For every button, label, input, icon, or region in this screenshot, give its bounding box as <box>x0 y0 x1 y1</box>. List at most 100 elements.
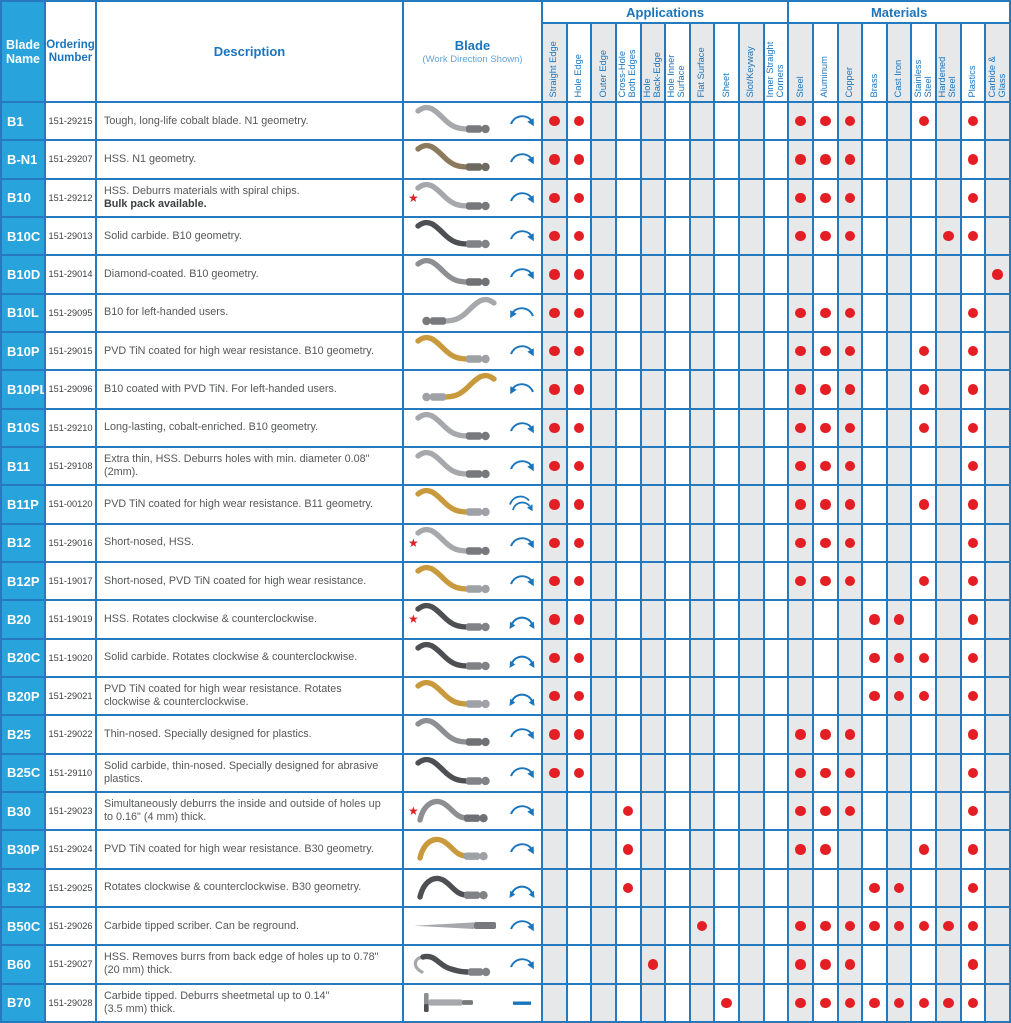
material-dot-cell <box>838 831 862 868</box>
rotation-cw-icon <box>510 115 534 127</box>
material-dot-cell <box>937 332 960 370</box>
material-dot-cell <box>912 409 936 446</box>
application-dot-cell <box>567 984 591 1021</box>
application-dot-cell <box>616 754 640 791</box>
blade-name-cell: B11P <box>2 486 44 523</box>
blade-name-cell: B50C <box>2 907 44 945</box>
dot-marker <box>967 997 979 1009</box>
description-cell: HSS. N1 geometry. <box>97 141 402 178</box>
dot-marker <box>869 690 880 702</box>
application-dot-cell <box>715 294 739 331</box>
mat-column-header: Steel <box>789 24 812 101</box>
dot-marker <box>967 230 979 242</box>
material-dot-cell <box>863 677 886 715</box>
mat-column-label: Brass <box>868 73 879 97</box>
application-dot-cell <box>641 792 665 830</box>
material-dot-cell <box>986 869 1009 906</box>
application-dot-cell <box>616 601 640 638</box>
application-dot-cell <box>740 677 763 715</box>
application-dot-cell <box>641 754 665 791</box>
dot-marker <box>893 614 905 625</box>
material-dot-cell <box>863 869 886 906</box>
app-column-header: Cross-Hole Both Edges <box>616 24 640 101</box>
application-dot-cell <box>690 946 714 983</box>
material-dot-cell <box>912 256 936 293</box>
dot-marker <box>622 805 634 817</box>
material-dot-cell <box>789 409 812 446</box>
mat-column-label: Carbide & Glass <box>986 55 1007 97</box>
material-dot-cell <box>912 294 936 331</box>
application-dot-cell <box>740 256 763 293</box>
description-cell: Simultaneously deburrs the inside and ou… <box>97 792 402 830</box>
application-dot-cell <box>764 792 788 830</box>
material-dot-cell <box>838 792 862 830</box>
application-dot-cell <box>543 486 566 523</box>
description-text: Thin-nosed. Specially designed for plast… <box>104 727 312 740</box>
material-dot-cell <box>912 371 936 408</box>
material-dot-cell <box>789 677 812 715</box>
material-dot-cell <box>912 869 936 906</box>
application-dot-cell <box>567 294 591 331</box>
blade-image <box>415 680 490 709</box>
blade-image <box>415 718 490 747</box>
blade-image <box>415 258 490 287</box>
dot-marker <box>992 269 1003 280</box>
material-dot-cell <box>838 256 862 293</box>
application-dot-cell <box>715 332 739 370</box>
ordering-number-cell: 151-29027 <box>46 946 95 983</box>
dot-marker <box>893 920 905 932</box>
material-dot-cell <box>863 907 886 945</box>
application-dot-cell <box>764 141 788 178</box>
application-dot-cell <box>666 294 689 331</box>
application-dot-cell <box>567 179 591 216</box>
application-dot-cell <box>690 217 714 255</box>
material-dot-cell <box>813 677 837 715</box>
material-dot-cell <box>863 601 886 638</box>
material-dot-cell <box>789 524 812 561</box>
materials-group-header: Materials <box>789 2 1009 22</box>
material-dot-cell <box>986 984 1009 1021</box>
blade-image <box>415 450 490 479</box>
dot-marker <box>795 307 806 319</box>
material-dot-cell <box>961 601 985 638</box>
blade-name-cell: B10 <box>2 179 44 216</box>
blade-name-cell: B70 <box>2 984 44 1021</box>
description-text: HSS. Rotates clockwise & counterclockwis… <box>104 612 318 625</box>
app-column-label: Hole Edge <box>573 53 584 97</box>
application-dot-cell <box>543 447 566 485</box>
description-cell: Short-nosed, PVD TiN coated for high wea… <box>97 562 402 600</box>
material-dot-cell <box>887 792 911 830</box>
dot-marker <box>967 729 979 740</box>
application-dot-cell <box>690 332 714 370</box>
application-dot-cell <box>616 332 640 370</box>
dot-marker <box>967 805 979 817</box>
material-dot-cell <box>863 409 886 446</box>
ordering-number-cell: 151-29026 <box>46 907 95 945</box>
application-dot-cell <box>543 332 566 370</box>
application-dot-cell <box>616 447 640 485</box>
material-dot-cell <box>813 103 837 140</box>
application-dot-cell <box>740 831 763 868</box>
application-dot-cell <box>690 907 714 945</box>
application-dot-cell <box>740 562 763 600</box>
application-dot-cell <box>666 141 689 178</box>
application-dot-cell <box>764 946 788 983</box>
rotation-cw-icon <box>510 575 534 587</box>
application-dot-cell <box>690 831 714 868</box>
app-column-label: Flat Surface <box>696 46 707 97</box>
material-dot-cell <box>838 141 862 178</box>
dot-marker <box>869 997 880 1009</box>
application-dot-cell <box>740 907 763 945</box>
application-dot-cell <box>592 831 615 868</box>
blade-image-cell <box>404 907 541 945</box>
application-dot-cell <box>543 103 566 140</box>
dot-marker <box>918 652 930 664</box>
dot-marker <box>893 997 905 1009</box>
application-dot-cell <box>666 869 689 906</box>
material-dot-cell <box>937 294 960 331</box>
dot-marker <box>795 805 806 817</box>
application-dot-cell <box>715 179 739 216</box>
ordering-number-cell: 151-29016 <box>46 524 95 561</box>
description-cell: B10 coated with PVD TiN. For left-handed… <box>97 371 402 408</box>
header-blade-title: Blade <box>454 38 491 53</box>
